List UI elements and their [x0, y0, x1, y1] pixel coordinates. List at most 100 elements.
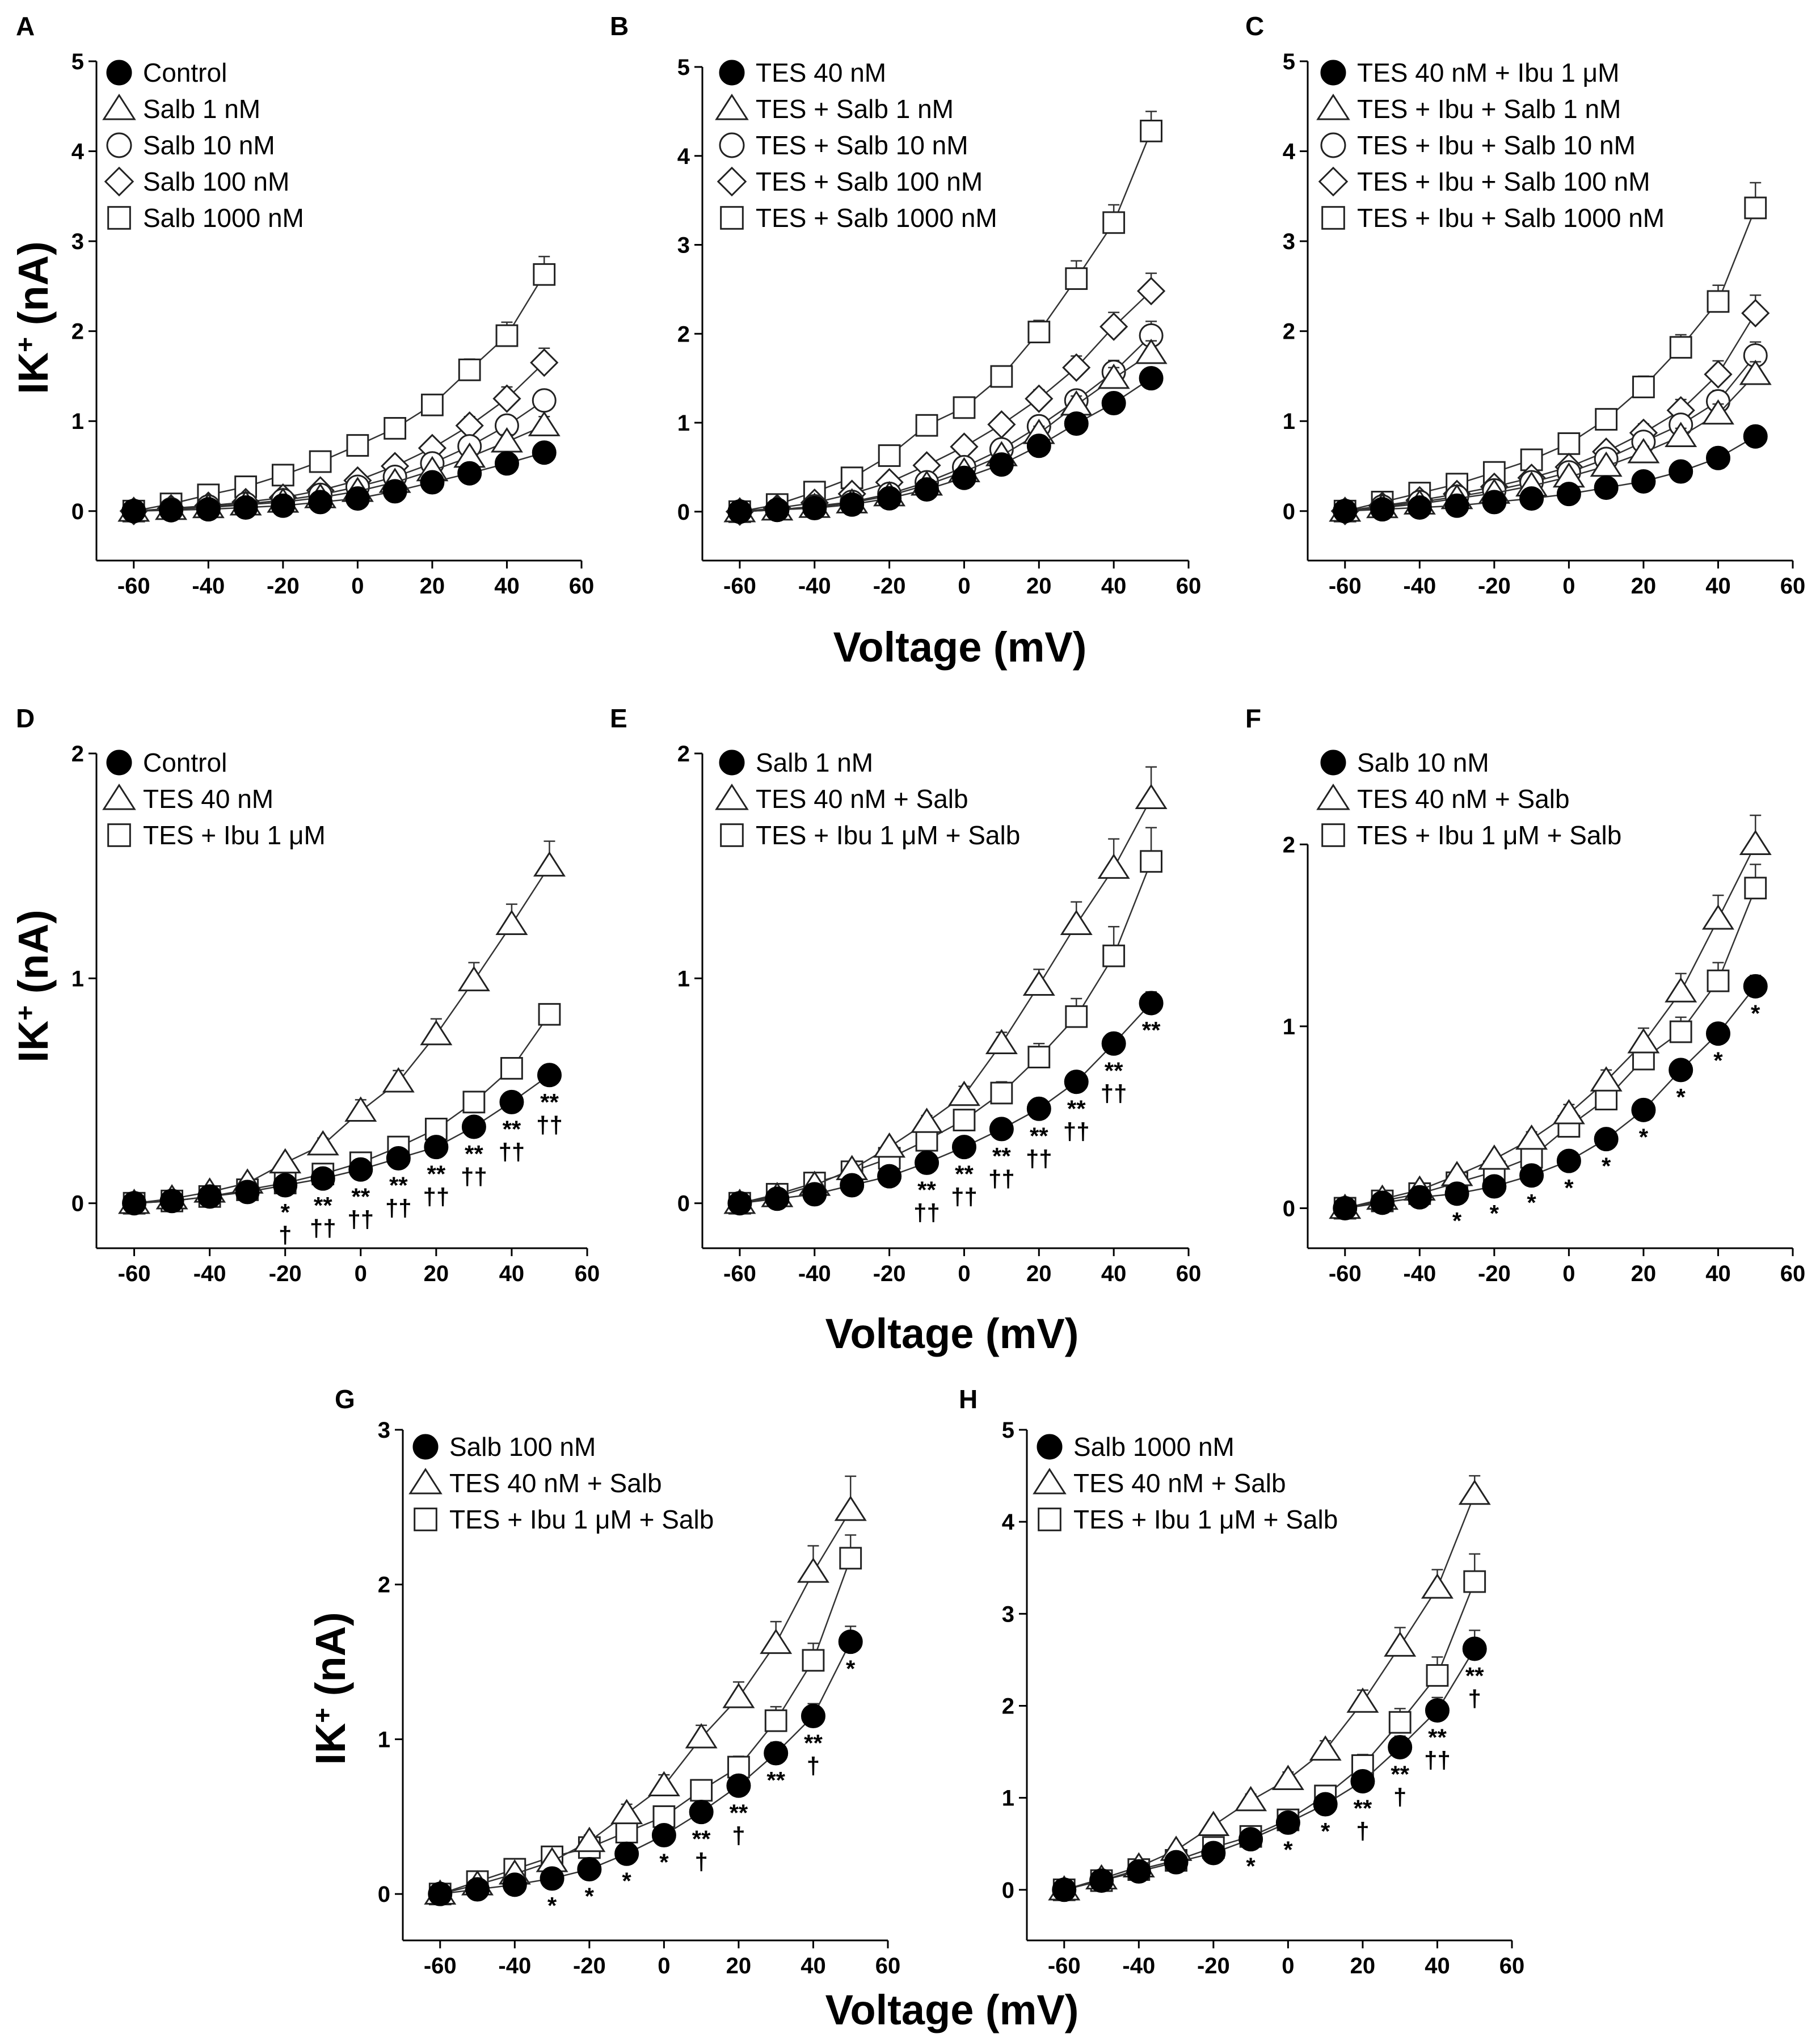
- x-tick-label: -20: [267, 574, 300, 599]
- significance-mark: ††: [347, 1206, 374, 1232]
- x-tick-label: 40: [494, 574, 520, 599]
- chart-panel-b: B 0 1 2 3 4 5 -60 -40 -20 0 20 40 60 TES 40 nM TES + Sa…: [610, 11, 1201, 599]
- data-point-marker: [651, 1823, 676, 1848]
- significance-mark: **: [314, 1192, 332, 1219]
- y-tick-label: 1: [1283, 1014, 1295, 1039]
- data-point-marker: [989, 452, 1014, 477]
- x-axis-title-row3: Voltage (mV): [825, 1986, 1079, 2033]
- series-line: [133, 452, 545, 512]
- series-salb-1000-nm: [1052, 1629, 1487, 1902]
- y-tick-label: 0: [677, 500, 690, 525]
- data-point-marker: [1519, 486, 1544, 511]
- data-point-marker: [989, 1117, 1014, 1142]
- legend-marker: [106, 60, 132, 86]
- x-tick-label: 20: [420, 574, 445, 599]
- data-point-marker: [1669, 459, 1693, 484]
- x-axis-title-row2: Voltage (mV): [825, 1310, 1079, 1357]
- x-tick-label: 40: [1705, 574, 1731, 599]
- data-point-marker: [538, 1003, 561, 1026]
- significance-mark: **: [917, 1176, 936, 1203]
- panel-letter: G: [335, 1384, 355, 1414]
- data-point-marker: [802, 1649, 825, 1672]
- data-point-marker: [915, 1129, 938, 1152]
- legend-label: TES 40 nM: [756, 58, 886, 87]
- significance-mark: ††: [1101, 1080, 1127, 1106]
- significance-mark: **: [1030, 1122, 1048, 1149]
- data-point-marker: [797, 1557, 829, 1583]
- data-point-marker: [1370, 497, 1395, 522]
- legend-marker: [107, 823, 131, 847]
- data-point-marker: [1665, 977, 1697, 1003]
- y-tick-label: 2: [71, 319, 84, 344]
- data-point-marker: [1515, 1124, 1548, 1150]
- y-tick-label: 0: [378, 1882, 390, 1907]
- legend-label: TES 40 nM + Salb: [756, 784, 968, 814]
- data-point-marker: [269, 1148, 302, 1174]
- x-tick-label: -40: [798, 574, 831, 599]
- x-tick-label: 40: [1425, 1953, 1450, 1978]
- series-tes-ibu-salb-10-nm: [1333, 341, 1768, 524]
- data-point-marker: [235, 1180, 260, 1205]
- data-point-marker: [689, 1800, 714, 1825]
- significance-mark: †: [1468, 1685, 1481, 1712]
- significance-mark: ††: [385, 1194, 412, 1221]
- data-point-marker: [1101, 1031, 1126, 1056]
- legend-label: TES + Ibu 1 μM + Salb: [1357, 820, 1621, 850]
- significance-mark: ††: [1424, 1747, 1451, 1774]
- data-point-marker: [1384, 1631, 1417, 1657]
- x-tick-label: 60: [1499, 1953, 1525, 1978]
- data-point-marker: [1027, 1046, 1051, 1068]
- data-point-marker: [306, 1130, 339, 1156]
- data-point-marker: [1463, 1570, 1486, 1593]
- data-point-marker: [1743, 424, 1768, 449]
- significance-mark: *: [585, 1883, 595, 1910]
- significance-mark: ††: [951, 1184, 978, 1210]
- x-tick-label: -40: [1403, 1261, 1436, 1286]
- legend-label: TES + Ibu 1 μM + Salb: [449, 1505, 714, 1534]
- data-point-marker: [346, 434, 369, 457]
- data-point-marker: [494, 451, 519, 476]
- data-point-marker: [1065, 1005, 1088, 1028]
- data-point-marker: [573, 1826, 606, 1852]
- data-point-marker: [1064, 411, 1089, 436]
- significance-mark: ††: [1026, 1145, 1052, 1172]
- data-point-marker: [1444, 1181, 1469, 1206]
- data-point-marker: [1669, 1020, 1692, 1043]
- series-line: [1345, 355, 1756, 512]
- legend-label: TES + Salb 100 nM: [756, 167, 983, 196]
- x-tick-label: -60: [1329, 1261, 1362, 1286]
- data-point-marker: [760, 1628, 793, 1654]
- data-point-marker: [1275, 1810, 1300, 1835]
- data-point-marker: [1669, 1058, 1693, 1083]
- series-line: [1345, 844, 1756, 1209]
- data-point-marker: [1407, 495, 1432, 520]
- y-tick-label: 1: [378, 1727, 390, 1752]
- data-point-marker: [951, 1135, 976, 1160]
- data-point-marker: [1027, 321, 1051, 344]
- x-tick-label: -20: [269, 1261, 302, 1286]
- data-point-marker: [1370, 1190, 1395, 1215]
- x-tick-label: 0: [1562, 574, 1575, 599]
- panel-letter: B: [610, 11, 629, 41]
- data-point-marker: [1309, 1735, 1342, 1761]
- x-tick-label: 60: [575, 1261, 600, 1286]
- data-point-marker: [1421, 1573, 1454, 1599]
- data-point-marker: [727, 499, 752, 524]
- data-point-marker: [878, 444, 901, 467]
- legend-marker: [1316, 94, 1350, 120]
- legend-marker: [720, 206, 744, 230]
- data-point-marker: [1704, 360, 1733, 389]
- legend-marker: [1037, 1434, 1063, 1460]
- data-point-marker: [1388, 1711, 1412, 1734]
- data-point-marker: [159, 1189, 184, 1214]
- data-point-marker: [1135, 784, 1168, 810]
- legend-marker: [1321, 823, 1345, 847]
- significance-mark: **: [389, 1172, 408, 1198]
- data-point-marker: [951, 465, 976, 490]
- significance-mark: ††: [1063, 1118, 1090, 1145]
- significance-mark: **: [1428, 1724, 1447, 1751]
- significance-mark: *: [1639, 1123, 1649, 1150]
- x-tick-label: 0: [351, 574, 364, 599]
- series-line: [134, 865, 550, 1204]
